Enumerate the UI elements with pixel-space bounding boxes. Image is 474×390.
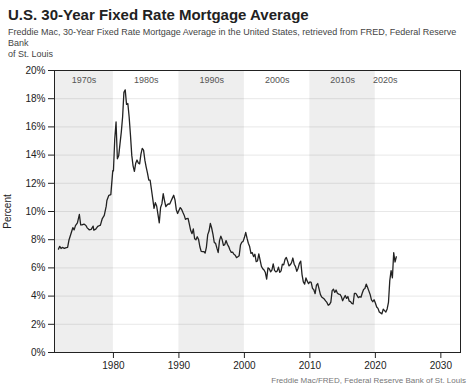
svg-text:1970s: 1970s	[72, 75, 97, 85]
svg-text:2020: 2020	[364, 360, 387, 371]
svg-text:12%: 12%	[25, 178, 45, 189]
svg-text:6%: 6%	[31, 262, 46, 273]
svg-text:4%: 4%	[31, 290, 46, 301]
svg-text:14%: 14%	[25, 149, 45, 160]
svg-text:0%: 0%	[31, 347, 46, 358]
svg-text:8%: 8%	[31, 234, 46, 245]
html-text:Freddie Mac/FRED, Federal Rese: Freddie Mac/FRED, Federal Reserve Bank o…	[271, 376, 466, 385]
svg-text:2%: 2%	[31, 319, 46, 330]
svg-text:16%: 16%	[25, 121, 45, 132]
svg-text:18%: 18%	[25, 93, 45, 104]
svg-text:Percent: Percent	[2, 194, 13, 229]
svg-text:2020s: 2020s	[373, 75, 398, 85]
svg-text:2000s: 2000s	[265, 75, 290, 85]
svg-text:1990: 1990	[168, 360, 191, 371]
svg-text:1980s: 1980s	[134, 75, 159, 85]
html-text:U.S. 30-Year Fixed Rate Mortga: U.S. 30-Year Fixed Rate Mortgage Average	[8, 6, 309, 23]
svg-text:1980: 1980	[102, 360, 125, 371]
svg-text:10%: 10%	[25, 206, 45, 217]
svg-text:2000: 2000	[233, 360, 256, 371]
svg-text:2010s: 2010s	[330, 75, 355, 85]
svg-text:20%: 20%	[25, 65, 45, 76]
html-text:Freddie Mac, 30-Year Fixed Rat: Freddie Mac, 30-Year Fixed Rate Mortgage…	[8, 27, 457, 59]
svg-text:1990s: 1990s	[199, 75, 224, 85]
svg-text:2030: 2030	[430, 360, 453, 371]
svg-text:2010: 2010	[299, 360, 322, 371]
